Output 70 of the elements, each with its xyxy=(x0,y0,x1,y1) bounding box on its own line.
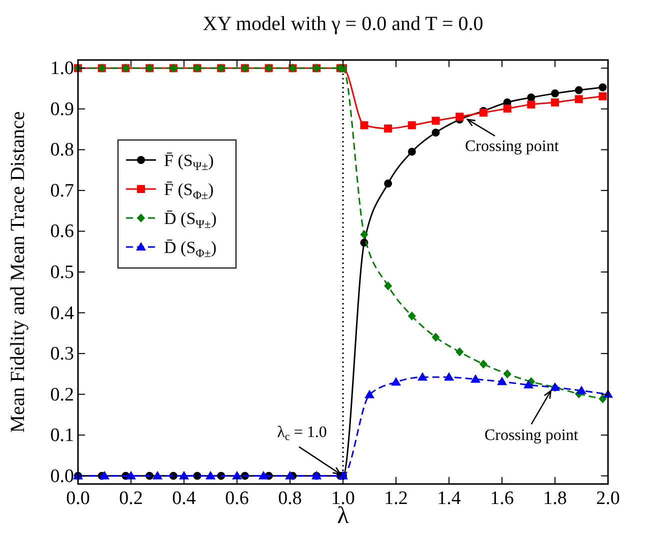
point xyxy=(444,372,454,381)
point xyxy=(432,116,440,125)
y-tick-label: 0.3 xyxy=(50,344,74,365)
point xyxy=(258,470,268,480)
y-tick-label: 0.5 xyxy=(50,262,74,283)
x-tick-label: 0.8 xyxy=(278,488,302,509)
point xyxy=(470,374,480,383)
legend-label: D̄ (S$_{Ψ±}$) xyxy=(164,209,217,231)
legend-label: F̄ (S$_{Φ±}$) xyxy=(164,180,214,202)
x-tick-label: 1.4 xyxy=(437,488,462,509)
x-tick-label: 1.2 xyxy=(384,488,408,509)
y-tick-label: 0.4 xyxy=(50,302,74,324)
point xyxy=(574,95,583,104)
point xyxy=(384,281,392,290)
point xyxy=(126,470,136,480)
point xyxy=(598,83,607,92)
point xyxy=(551,98,559,106)
point xyxy=(364,390,374,398)
y-tick-label: 1.0 xyxy=(50,58,74,80)
point xyxy=(576,386,586,394)
x-tick-label: 2.0 xyxy=(596,488,620,509)
point xyxy=(503,104,512,113)
y-tick-label: 0.2 xyxy=(50,384,74,406)
point xyxy=(408,312,416,321)
y-tick-label: 0.0 xyxy=(50,466,74,487)
point xyxy=(456,347,464,356)
point xyxy=(598,394,607,404)
x-tick-label: 0.2 xyxy=(119,488,143,509)
point xyxy=(100,470,110,480)
annotation: λ$_{c}$ = 1.0 xyxy=(277,424,327,444)
y-axis-title: Mean Fidelity and Mean Trace Distance xyxy=(7,111,29,433)
x-tick-label: 1.6 xyxy=(490,488,514,509)
point xyxy=(574,86,583,94)
y-tick-label: 0.9 xyxy=(50,98,74,120)
y-tick-label: 0.8 xyxy=(50,140,74,161)
point xyxy=(179,470,189,480)
point xyxy=(384,180,392,188)
point xyxy=(408,148,416,156)
point xyxy=(479,360,488,369)
annotation: Crossing point xyxy=(484,427,579,444)
point xyxy=(384,124,392,132)
point xyxy=(527,100,536,108)
y-tick-label: 0.6 xyxy=(50,221,74,242)
point xyxy=(285,470,295,480)
x-tick-label: 1.8 xyxy=(543,488,567,509)
annotation: Crossing point xyxy=(465,138,560,155)
point xyxy=(524,380,534,388)
point xyxy=(360,230,368,239)
legend-label: D̄ (S$_{Φ±}$) xyxy=(164,238,217,260)
point xyxy=(551,89,559,98)
point xyxy=(408,121,416,130)
x-tick-label: 0.0 xyxy=(66,488,90,509)
point xyxy=(418,372,428,381)
point xyxy=(206,470,216,480)
chart-title: XY model with γ = 0.0 and T = 0.0 xyxy=(202,13,484,35)
y-tick-label: 0.7 xyxy=(50,180,74,202)
point xyxy=(432,128,440,137)
x-tick-label: 0.4 xyxy=(172,488,196,509)
point xyxy=(152,470,162,480)
point xyxy=(598,92,607,100)
point xyxy=(432,332,440,342)
y-tick-label: 0.1 xyxy=(50,425,74,446)
point xyxy=(497,376,507,386)
point xyxy=(360,121,368,130)
point xyxy=(456,112,464,121)
point xyxy=(503,369,512,378)
point xyxy=(391,377,401,386)
point xyxy=(232,470,242,480)
x-tick-label: 0.6 xyxy=(225,488,249,509)
legend-label: F̄ (S$_{Ψ±}$) xyxy=(164,151,214,173)
